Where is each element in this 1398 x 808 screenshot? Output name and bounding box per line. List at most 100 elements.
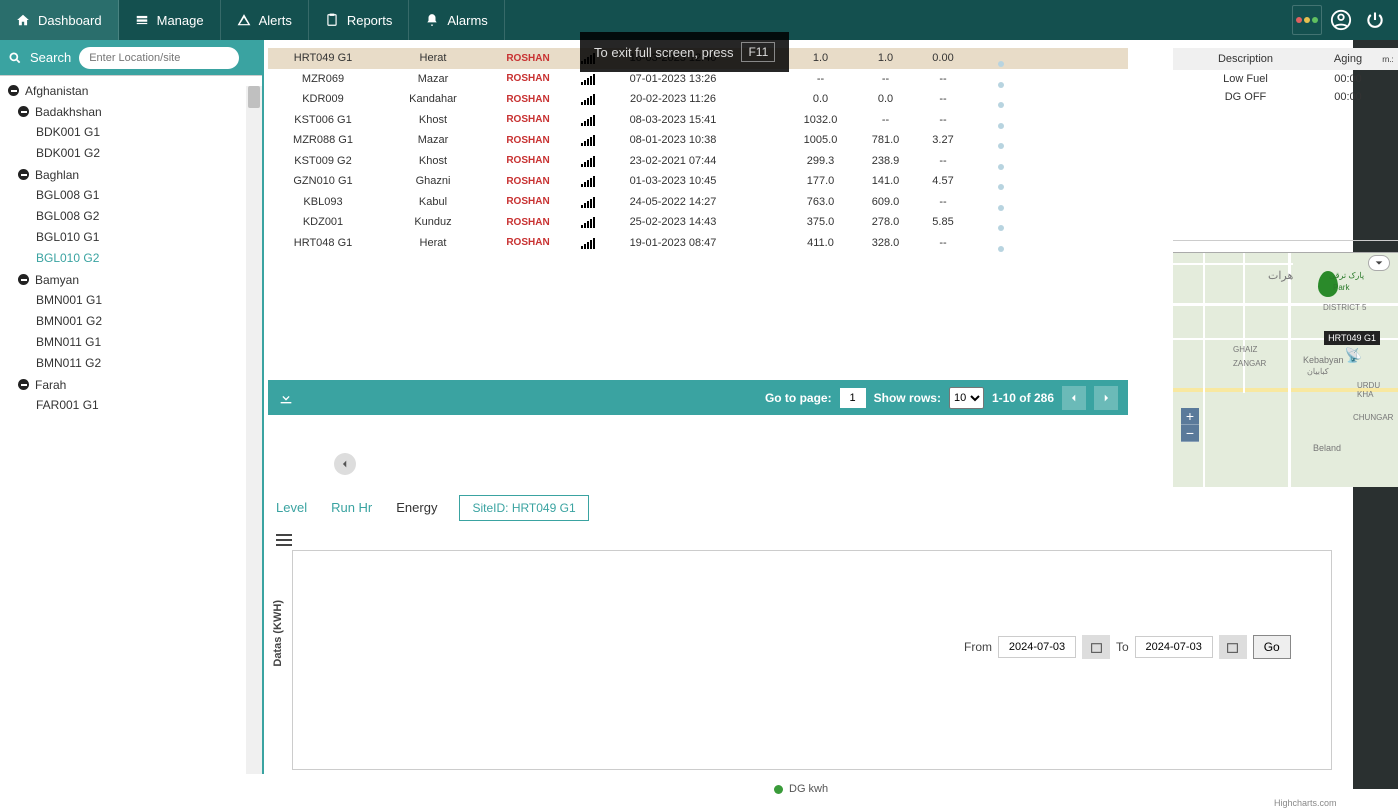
nav-manage[interactable]: Manage [119, 0, 221, 40]
tree-group[interactable]: Bamyan [4, 269, 262, 290]
table-row[interactable]: HRT048 G1 Herat ROSHAN 19-01-2023 08:47 … [268, 233, 1128, 254]
chevron-right-icon [1101, 393, 1111, 403]
tree-site[interactable]: BMN011 G2 [4, 353, 262, 374]
table-row[interactable]: GZN010 G1 Ghazni ROSHAN 01-03-2023 10:45… [268, 171, 1128, 192]
cell-site: KST009 G2 [268, 155, 378, 167]
tree-site[interactable]: BGL008 G2 [4, 206, 262, 227]
tree-site[interactable]: BMN001 G2 [4, 311, 262, 332]
cell-site: MZR088 G1 [268, 134, 378, 146]
to-date-input[interactable] [1135, 636, 1213, 658]
cell-v1: 1.0 [788, 52, 853, 64]
signal-icon [568, 93, 608, 105]
cell-operator: ROSHAN [488, 114, 568, 125]
cell-v1: 1005.0 [788, 134, 853, 146]
showrows-select[interactable]: 10 [949, 387, 984, 409]
collapse-icon [18, 274, 29, 285]
manage-icon [135, 13, 149, 27]
cell-v2: 328.0 [853, 237, 918, 249]
cell-v2: 0.0 [853, 93, 918, 105]
siteid-badge: SiteID: HRT049 G1 [459, 495, 588, 521]
map-zoom-in[interactable]: + [1181, 408, 1199, 425]
tree-scrollbar[interactable] [246, 86, 262, 774]
cell-site: KDZ001 [268, 216, 378, 228]
tree-site[interactable]: BDK001 G2 [4, 143, 262, 164]
tree-group[interactable]: Badakhshan [4, 101, 262, 122]
chevron-left-icon [340, 459, 350, 469]
collapse-chart-button[interactable] [334, 453, 356, 475]
cell-operator: ROSHAN [488, 94, 568, 105]
cell-loc: Mazar [378, 134, 488, 146]
search-label: Search [30, 50, 71, 65]
tree-site[interactable]: BDK001 G1 [4, 122, 262, 143]
page-prev-button[interactable] [1062, 386, 1086, 410]
tab-energy[interactable]: Energy [394, 494, 439, 521]
tree-group[interactable]: Baghlan [4, 164, 262, 185]
cell-v1: 177.0 [788, 175, 853, 187]
cell-loc: Khost [378, 155, 488, 167]
to-calendar-button[interactable] [1219, 635, 1247, 659]
table-row[interactable]: KDR009 Kandahar ROSHAN 20-02-2023 11:26 … [268, 89, 1128, 110]
signal-icon [568, 196, 608, 208]
cell-date: 08-01-2023 10:38 [608, 134, 738, 146]
cell-v2: -- [853, 114, 918, 126]
cell-operator: ROSHAN [488, 176, 568, 187]
table-row[interactable]: KST006 G1 Khost ROSHAN 08-03-2023 15:41 … [268, 110, 1128, 131]
cell-date: 24-05-2022 14:27 [608, 196, 738, 208]
chart-legend: DG kwh [774, 783, 828, 795]
sidebar: Search AfghanistanBadakhshanBDK001 G1BDK… [0, 40, 264, 774]
user-button[interactable] [1326, 5, 1356, 35]
tree-site[interactable]: BGL010 G1 [4, 227, 262, 248]
cell-site: HRT049 G1 [268, 52, 378, 64]
page-next-button[interactable] [1094, 386, 1118, 410]
tree-root[interactable]: Afghanistan [4, 80, 262, 101]
goto-page-input[interactable] [840, 388, 866, 408]
table-row[interactable]: MZR088 G1 Mazar ROSHAN 08-01-2023 10:38 … [268, 130, 1128, 151]
showrows-label: Show rows: [874, 391, 941, 405]
signal-icon [568, 175, 608, 187]
location-tree: AfghanistanBadakhshanBDK001 G1BDK001 G2B… [0, 75, 262, 774]
cell-operator: ROSHAN [488, 196, 568, 207]
power-button[interactable] [1360, 5, 1390, 35]
tree-group[interactable]: Farah [4, 374, 262, 395]
chart-menu-button[interactable] [276, 534, 292, 546]
map-label: Beland [1313, 443, 1341, 453]
map-zoom-out[interactable]: − [1181, 425, 1199, 442]
nav-dashboard-label: Dashboard [38, 13, 102, 28]
cell-v2: 141.0 [853, 175, 918, 187]
map-zoom: + − [1181, 408, 1199, 442]
from-date-input[interactable] [998, 636, 1076, 658]
table-row[interactable]: KST009 G2 Khost ROSHAN 23-02-2021 07:44 … [268, 151, 1128, 172]
legend-swatch [774, 785, 783, 794]
cell-v3: -- [918, 237, 968, 249]
tree-site[interactable]: BMN001 G1 [4, 290, 262, 311]
status-indicator[interactable] [1292, 5, 1322, 35]
cell-v2: 1.0 [853, 52, 918, 64]
map-panel[interactable]: HRT049 G1 📡 + − هراتParkپارک ترقیDISTRIC… [1173, 252, 1398, 487]
nav-dashboard[interactable]: Dashboard [0, 0, 119, 40]
table-row[interactable]: KBL093 Kabul ROSHAN 24-05-2022 14:27 763… [268, 192, 1128, 213]
tab-level[interactable]: Level [274, 494, 309, 521]
tab-runhr[interactable]: Run Hr [329, 494, 374, 521]
tree-site[interactable]: FAR001 G1 [4, 395, 262, 416]
tree-site[interactable]: BGL008 G1 [4, 185, 262, 206]
tree-site[interactable]: BGL010 G2 [4, 248, 262, 269]
nav-alerts[interactable]: Alerts [221, 0, 309, 40]
tree-site[interactable]: BMN011 G1 [4, 332, 262, 353]
from-calendar-button[interactable] [1082, 635, 1110, 659]
goto-label: Go to page: [765, 391, 832, 405]
cell-v2: 238.9 [853, 155, 918, 167]
pagination-bar: Go to page: Show rows: 10 1-10 of 286 [268, 380, 1128, 415]
table-row[interactable]: KDZ001 Kunduz ROSHAN 25-02-2023 14:43 37… [268, 212, 1128, 233]
user-icon [1330, 9, 1352, 31]
nav-reports-label: Reports [347, 13, 393, 28]
nav-reports[interactable]: Reports [309, 0, 410, 40]
signal-icon [568, 73, 608, 85]
go-button[interactable]: Go [1253, 635, 1291, 659]
download-icon[interactable] [278, 390, 294, 406]
nav-alarms[interactable]: Alarms [409, 0, 504, 40]
search-input[interactable] [79, 47, 239, 69]
map-site-tag: HRT049 G1 [1324, 331, 1380, 345]
cell-operator: ROSHAN [488, 73, 568, 84]
collapse-icon [18, 379, 29, 390]
alarms-head-desc: Description [1173, 53, 1318, 65]
